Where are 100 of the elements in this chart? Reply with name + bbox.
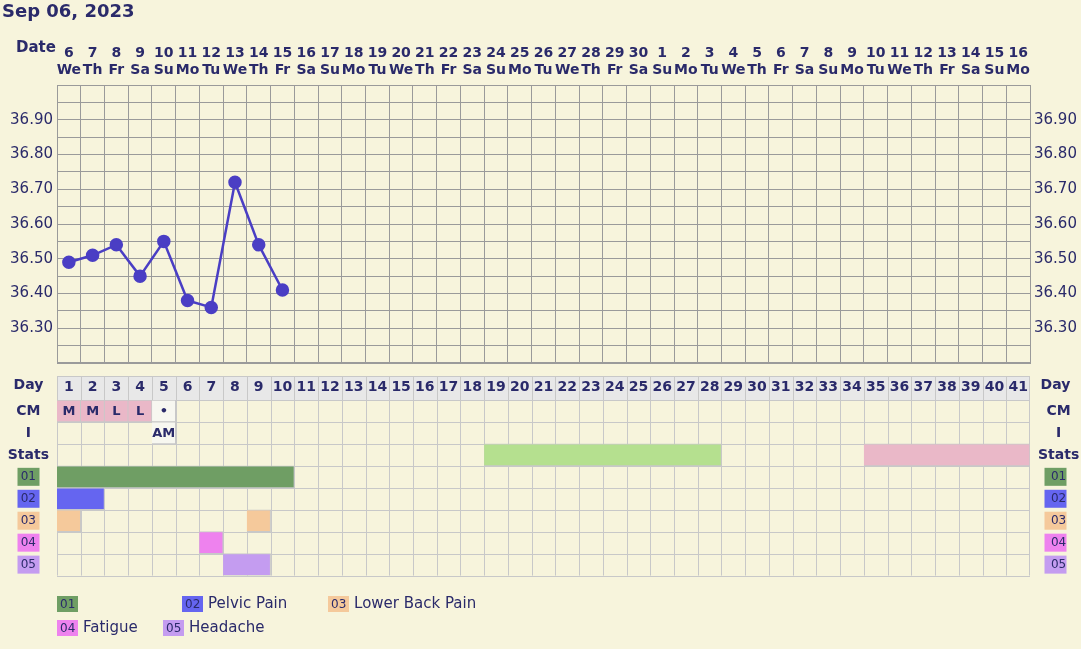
y2-tick-label: 36.30 <box>1034 318 1077 337</box>
x-tick-label: 4 We <box>721 44 746 78</box>
x-tick-label: 26 <box>652 378 672 395</box>
y-tick-label: 36.70 <box>10 179 53 198</box>
y2-tick-label: 36.80 <box>1034 144 1077 163</box>
y2-tick-label: 01 <box>1050 468 1067 483</box>
x-tick-label: 31 <box>771 378 791 395</box>
y-tick-label: 02 <box>20 490 37 505</box>
x-tick-label: 38 <box>937 378 957 395</box>
x-tick-label: 16 Mo <box>1006 44 1031 78</box>
x-tick-label: 36 <box>889 378 910 395</box>
x-tick-label: 19 Tu <box>367 44 388 78</box>
y-tick-label: I <box>25 423 31 440</box>
x-tick-label: 40 <box>984 378 1005 395</box>
point <box>204 300 219 315</box>
y-tick-label: 01 <box>20 468 37 483</box>
y-tick-label: 03 <box>20 512 37 527</box>
x-tick-label: 6 Fr <box>773 44 789 78</box>
data-label: L <box>112 403 121 419</box>
x-tick-label: 11 <box>296 378 316 395</box>
y-tick-label: 04 <box>20 534 37 549</box>
point <box>109 238 124 252</box>
x-tick-label: 14 <box>367 378 388 395</box>
x-tick-label: 14 Th <box>248 44 269 78</box>
y-tick-label: CM <box>16 401 41 418</box>
y2-tick-label: 02 <box>1050 490 1067 505</box>
y-tick-label: Stats <box>7 445 49 462</box>
x-tick-label: 8 <box>230 378 240 395</box>
text: Day <box>13 376 44 392</box>
x-tick-label: 10 <box>272 378 293 395</box>
y2-tick-label: 36.50 <box>1034 248 1077 267</box>
x-tick-label: 28 <box>699 378 720 395</box>
data-label: • <box>159 403 168 419</box>
point <box>180 293 195 308</box>
x-tick-label: 16 <box>415 378 435 395</box>
point <box>251 238 266 252</box>
x-tick-label: 20 <box>510 378 530 395</box>
x-tick-label: 9 <box>253 378 264 395</box>
x-tick-label: 11 Mo <box>175 44 200 78</box>
text: 04 Fatigue <box>59 618 138 636</box>
x-tick-label: 24 <box>604 378 625 395</box>
data-label: M <box>62 403 76 419</box>
x-tick-label: 22 Fr <box>438 44 459 78</box>
x-tick-label: 9 Mo <box>840 44 865 78</box>
x-tick-label: 25 <box>628 378 649 395</box>
point <box>157 234 171 249</box>
x-tick-label: 13 Fr <box>937 44 957 78</box>
chart-title: Sep 06, 2023 <box>2 0 135 21</box>
text: 03 Lower Back Pain <box>330 594 477 612</box>
y2-tick-label: 36.70 <box>1034 179 1077 198</box>
x-tick-label: 32 <box>794 378 815 395</box>
x-tick-label: 6 We <box>56 44 82 78</box>
text: 05 Headache <box>165 618 265 636</box>
x-tick-label: 19 <box>486 378 506 395</box>
point <box>133 269 147 283</box>
x-tick-label: 23 Sa <box>462 44 483 78</box>
x-tick-label: 15 Fr <box>272 44 293 78</box>
x-tick-label: 17 <box>438 378 459 395</box>
x-tick-label: 3 Tu <box>700 44 719 78</box>
y2-tick-label: 36.60 <box>1034 213 1077 232</box>
x-tick-label: 12 Th <box>913 44 933 78</box>
y-tick-label: 36.30 <box>10 318 53 337</box>
point <box>85 248 100 263</box>
x-tick-label: 5 Th <box>747 44 767 78</box>
x-tick-label: 29 Fr <box>604 44 625 78</box>
x-tick-label: 21 <box>533 378 554 395</box>
y-tick-label: 36.60 <box>10 213 53 232</box>
x-tick-label: 30 Sa <box>628 44 649 78</box>
x-tick-label: 7 <box>206 378 217 395</box>
x-tick-label: 20 We <box>388 44 414 78</box>
y2-tick-label: 36.40 <box>1034 283 1077 302</box>
x-tick-label: 12 Tu <box>201 44 221 78</box>
y2-tick-label: 04 <box>1050 534 1067 549</box>
y2-tick-label: Stats <box>1038 445 1080 462</box>
point <box>275 283 290 297</box>
x-tick-label: 16 Sa <box>296 44 316 78</box>
x-tick-label: 2 Mo <box>674 44 699 78</box>
x-tick-label: 7 Sa <box>794 44 815 78</box>
x-tick-label: 24 Su <box>486 44 507 78</box>
x-tick-label: 27 We <box>555 44 580 78</box>
x-tick-label: 1 <box>63 378 74 395</box>
y2-tick-label: CM <box>1046 401 1071 418</box>
y-tick-label: 36.90 <box>10 109 53 128</box>
x-tick-label: 34 <box>842 378 863 395</box>
y-tick-label: 36.80 <box>10 144 53 163</box>
x-tick-label: 18 Mo <box>341 44 366 78</box>
y-tick-label: 05 <box>20 556 37 571</box>
x-tick-label: 10 Su <box>153 44 174 78</box>
x-tick-label: 28 Th <box>581 44 601 78</box>
x-tick-label: 33 <box>818 378 839 395</box>
x-tick-label: 37 <box>913 378 933 395</box>
x-axis-title: Day <box>1039 376 1072 394</box>
x-tick-label: 35 <box>866 378 886 395</box>
x-tick-label: 41 <box>1008 378 1028 395</box>
x-tick-label: 21 Th <box>415 44 435 78</box>
data-label: L <box>135 403 145 419</box>
x-tick-label: 10 Tu <box>866 44 886 78</box>
y2-tick-label: 36.90 <box>1034 109 1077 128</box>
x-axis-title: Date <box>16 38 56 56</box>
x-tick-label: 14 Sa <box>960 44 981 78</box>
